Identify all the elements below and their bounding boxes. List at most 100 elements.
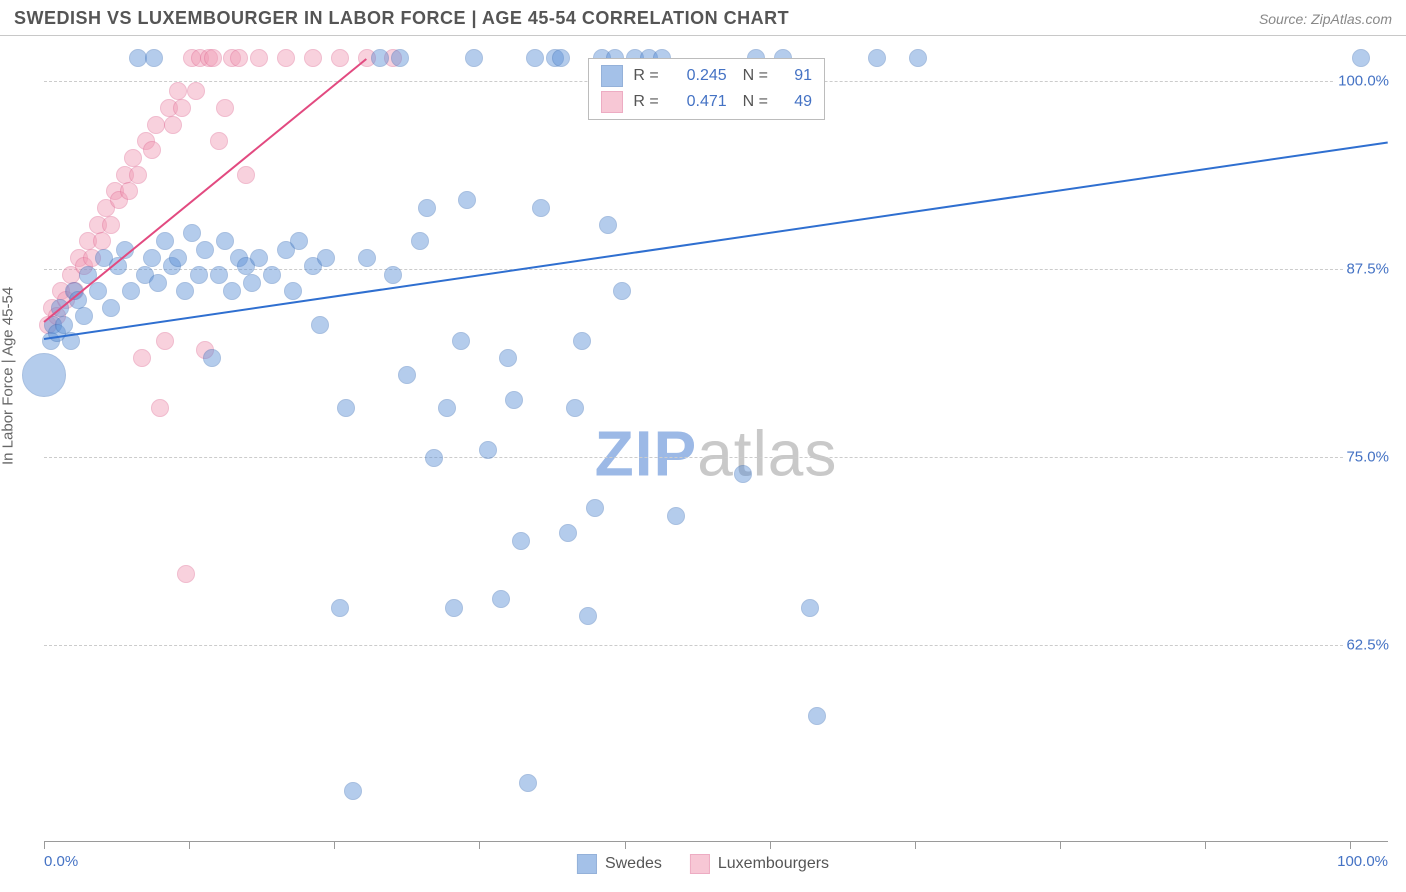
x-axis-min: 0.0%	[44, 853, 78, 870]
x-tick	[770, 841, 771, 849]
data-point-swedes	[425, 449, 443, 467]
legend: Swedes Luxembourgers	[577, 854, 829, 874]
stats-n-label: N =	[743, 67, 768, 85]
data-point-swedes	[599, 216, 617, 234]
data-point-swedes	[89, 282, 107, 300]
data-point-swedes	[250, 249, 268, 267]
data-point-luxembourgers	[102, 216, 120, 234]
stats-r-label: R =	[633, 93, 658, 111]
legend-item-luxembourgers: Luxembourgers	[690, 854, 829, 874]
data-point-swedes	[391, 49, 409, 67]
data-point-swedes	[102, 299, 120, 317]
data-point-swedes	[284, 282, 302, 300]
watermark-atlas: atlas	[697, 417, 837, 489]
data-point-swedes	[176, 282, 194, 300]
data-point-swedes	[445, 599, 463, 617]
stats-r-value: 0.245	[669, 67, 727, 85]
data-point-swedes	[1352, 49, 1370, 67]
swatch-swedes	[577, 854, 597, 874]
y-tick-label: 62.5%	[1343, 637, 1392, 654]
data-point-swedes	[290, 232, 308, 250]
data-point-luxembourgers	[204, 49, 222, 67]
data-point-swedes	[156, 232, 174, 250]
swatch-luxembourgers	[690, 854, 710, 874]
data-point-swedes	[22, 353, 66, 397]
x-axis-max: 100.0%	[1337, 853, 1388, 870]
watermark: ZIPatlas	[595, 416, 838, 490]
x-tick	[44, 841, 45, 849]
data-point-swedes	[169, 249, 187, 267]
chart-area: In Labor Force | Age 45-54 ZIPatlas 100.…	[0, 38, 1406, 892]
data-point-swedes	[243, 274, 261, 292]
data-point-swedes	[552, 49, 570, 67]
data-point-luxembourgers	[250, 49, 268, 67]
data-point-luxembourgers	[120, 182, 138, 200]
data-point-swedes	[371, 49, 389, 67]
stats-row: R =0.245N =91	[601, 63, 812, 89]
x-tick	[1205, 841, 1206, 849]
data-point-swedes	[418, 199, 436, 217]
x-tick	[915, 841, 916, 849]
data-point-swedes	[512, 532, 530, 550]
plot-inner: ZIPatlas 100.0%87.5%75.0%62.5%R =0.245N …	[44, 58, 1388, 841]
data-point-luxembourgers	[124, 149, 142, 167]
gridline	[44, 457, 1388, 458]
data-point-swedes	[613, 282, 631, 300]
trendline	[43, 58, 367, 323]
data-point-swedes	[492, 590, 510, 608]
x-tick	[479, 841, 480, 849]
data-point-swedes	[566, 399, 584, 417]
watermark-zip: ZIP	[595, 417, 698, 489]
stats-swatch	[601, 65, 623, 87]
data-point-swedes	[183, 224, 201, 242]
x-tick	[1350, 841, 1351, 849]
data-point-swedes	[458, 191, 476, 209]
legend-label-luxembourgers: Luxembourgers	[718, 855, 829, 873]
data-point-luxembourgers	[169, 82, 187, 100]
stats-swatch	[601, 91, 623, 113]
data-point-luxembourgers	[210, 132, 228, 150]
y-tick-label: 75.0%	[1343, 449, 1392, 466]
data-point-swedes	[479, 441, 497, 459]
data-point-luxembourgers	[156, 332, 174, 350]
chart-source: Source: ZipAtlas.com	[1259, 11, 1392, 27]
y-tick-label: 87.5%	[1343, 261, 1392, 278]
data-point-luxembourgers	[237, 166, 255, 184]
stats-r-label: R =	[633, 67, 658, 85]
data-point-swedes	[532, 199, 550, 217]
data-point-swedes	[398, 366, 416, 384]
data-point-swedes	[317, 249, 335, 267]
x-tick	[1060, 841, 1061, 849]
data-point-luxembourgers	[230, 49, 248, 67]
data-point-swedes	[801, 599, 819, 617]
data-point-swedes	[337, 399, 355, 417]
data-point-luxembourgers	[173, 99, 191, 117]
chart-header: SWEDISH VS LUXEMBOURGER IN LABOR FORCE |…	[0, 0, 1406, 36]
data-point-swedes	[499, 349, 517, 367]
data-point-swedes	[210, 266, 228, 284]
x-tick	[625, 841, 626, 849]
data-point-luxembourgers	[177, 565, 195, 583]
data-point-swedes	[190, 266, 208, 284]
gridline	[44, 645, 1388, 646]
y-axis-label: In Labor Force | Age 45-54	[0, 287, 17, 465]
stats-row: R =0.471N =49	[601, 89, 812, 115]
data-point-luxembourgers	[331, 49, 349, 67]
data-point-swedes	[667, 507, 685, 525]
stats-n-value: 49	[778, 93, 812, 111]
data-point-swedes	[344, 782, 362, 800]
data-point-swedes	[452, 332, 470, 350]
data-point-swedes	[868, 49, 886, 67]
data-point-luxembourgers	[151, 399, 169, 417]
stats-n-label: N =	[743, 93, 768, 111]
data-point-luxembourgers	[147, 116, 165, 134]
x-tick	[334, 841, 335, 849]
data-point-swedes	[519, 774, 537, 792]
data-point-swedes	[559, 524, 577, 542]
data-point-swedes	[734, 465, 752, 483]
x-tick	[189, 841, 190, 849]
data-point-luxembourgers	[93, 232, 111, 250]
y-tick-label: 100.0%	[1335, 73, 1392, 90]
data-point-swedes	[505, 391, 523, 409]
data-point-swedes	[579, 607, 597, 625]
